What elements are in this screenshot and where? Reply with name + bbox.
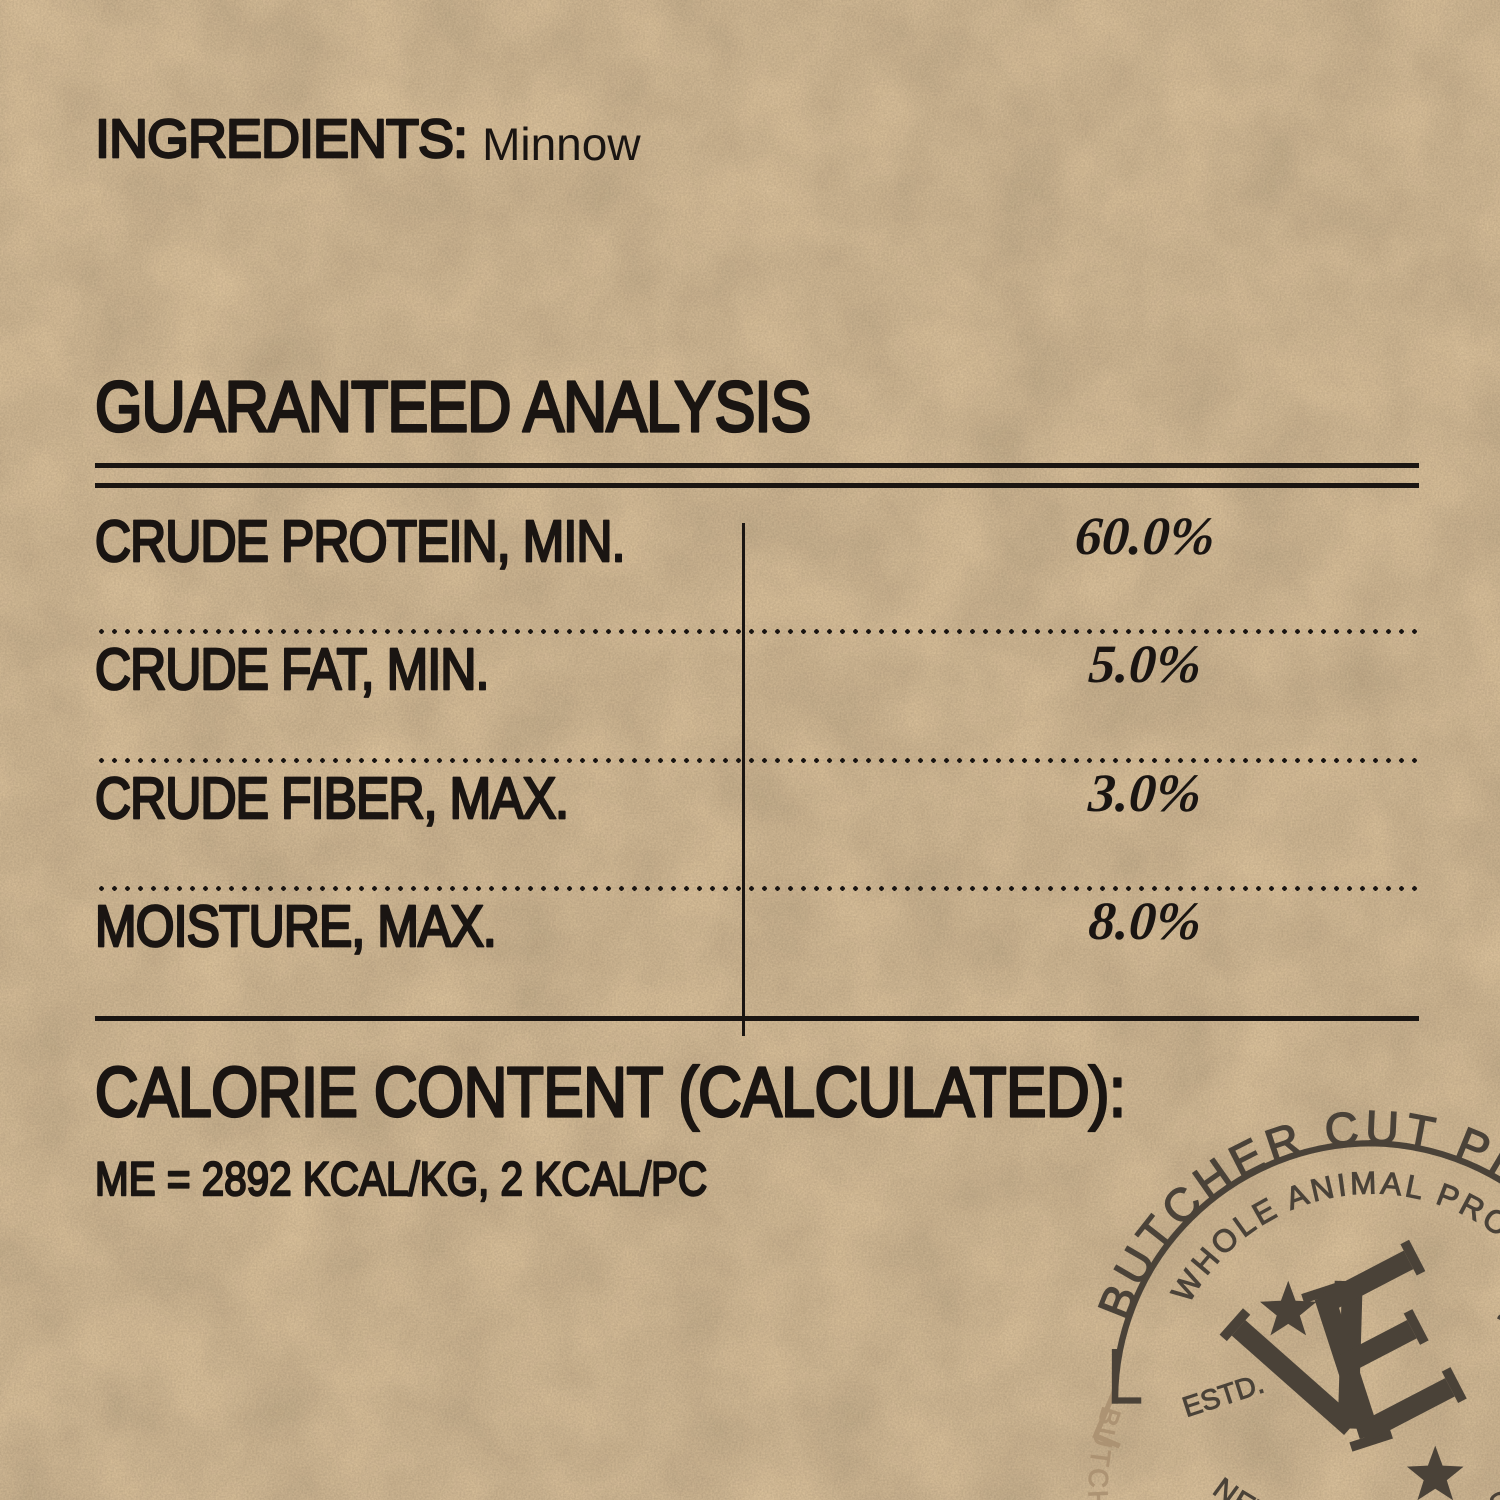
svg-text:WHOLE ANIMAL PROTEIN: WHOLE ANIMAL PROTEIN [1163,1164,1500,1309]
svg-text:200: 200 [1493,1289,1500,1350]
svg-text:BUTCHER CUT PROTEIN: BUTCHER CUT PROTEIN [1088,1101,1500,1326]
svg-text:BUTCHER: BUTCHER [1041,1401,1173,1500]
svg-text:PROTEIN: PROTEIN [1474,1311,1500,1500]
svg-text:NEVER COMPROMISE: NEVER COMPROMISE [1207,1472,1500,1500]
svg-text:ESTD.: ESTD. [1179,1368,1268,1424]
